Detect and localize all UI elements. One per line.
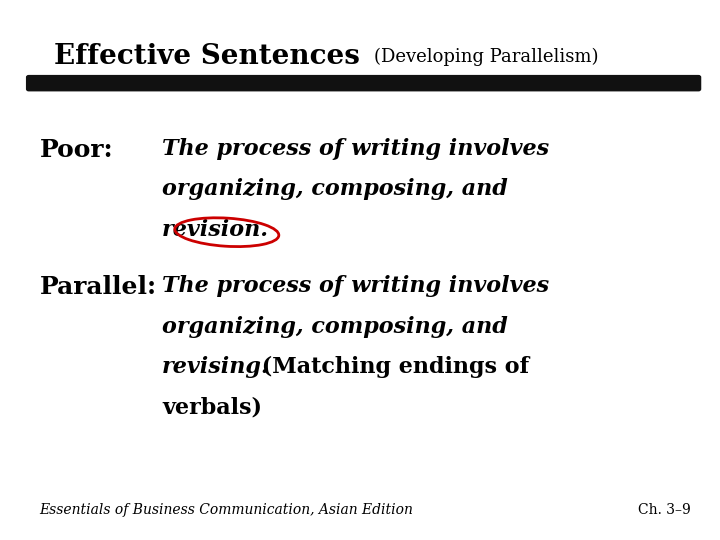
Text: (Developing Parallelism): (Developing Parallelism) [374, 48, 599, 66]
Text: The process of writing involves: The process of writing involves [162, 275, 549, 298]
Text: Poor:: Poor: [40, 138, 113, 161]
Text: organizing, composing, and: organizing, composing, and [162, 178, 508, 200]
Text: Parallel:: Parallel: [40, 275, 157, 299]
Text: verbals): verbals) [162, 397, 262, 419]
Text: The process of writing involves: The process of writing involves [162, 138, 549, 160]
Text: Ch. 3–9: Ch. 3–9 [639, 503, 691, 517]
Text: revision.: revision. [162, 219, 269, 241]
Text: revising.: revising. [162, 356, 269, 379]
Text: Essentials of Business Communication, Asian Edition: Essentials of Business Communication, As… [40, 503, 413, 517]
Text: Effective Sentences: Effective Sentences [54, 43, 360, 70]
Text: (Matching endings of: (Matching endings of [254, 356, 529, 379]
Text: organizing, composing, and: organizing, composing, and [162, 316, 508, 338]
